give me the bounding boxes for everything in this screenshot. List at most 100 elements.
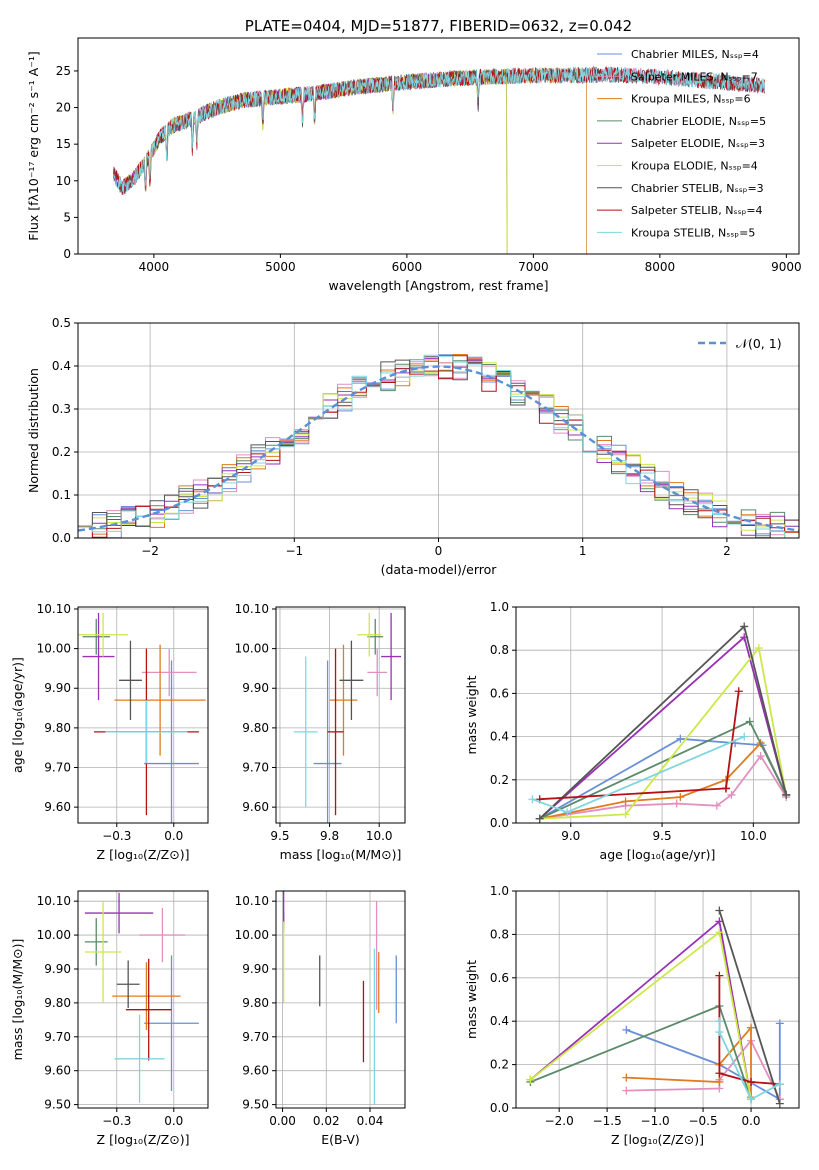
y-axis-label: age [log₁₀(age/yr)]	[10, 657, 25, 773]
x-tick-label: −0.5	[688, 1114, 717, 1128]
error-point-salpeter_stelib	[327, 648, 344, 816]
x-axis-label: age [log₁₀(age/yr)]	[600, 847, 716, 862]
error-point-salpeter_elodie	[84, 892, 154, 934]
error-point-kroupa_miles	[114, 644, 206, 756]
y-tick-label: 0.1	[52, 488, 71, 502]
error-point-kroupa_elodie	[357, 612, 382, 657]
data-point-marker	[756, 752, 765, 761]
x-tick-label: 7000	[518, 260, 549, 274]
data-point-marker	[740, 622, 749, 631]
data-point-marker	[740, 732, 749, 741]
x-tick-label: −2.0	[545, 1114, 574, 1128]
axes-frame	[515, 890, 800, 1109]
chart-residuals: −2 −1 0 1 2 0.0 0.1 0.2 0.3 0.4 0.5 (data-model)/er…	[26, 316, 800, 577]
data-point-marker	[747, 1023, 756, 1032]
y-tick-label: 15	[56, 137, 71, 151]
x-tick-label: −1.0	[641, 1114, 670, 1128]
error-point-chabrier_elodie	[367, 618, 384, 655]
error-point-salpeter_miles	[367, 648, 388, 697]
y-tick-label: 9.80	[242, 996, 269, 1010]
y-tick-label: 0.5	[52, 316, 71, 330]
y-tick-label: 9.60	[44, 800, 71, 814]
x-tick-label: 0.02	[313, 1114, 340, 1128]
x-tick-label: −1.5	[593, 1114, 622, 1128]
x-tick-label: −1	[285, 544, 303, 558]
data-point-marker	[712, 801, 721, 810]
legend-label: Salpeter MILES, Nₛₛₚ=7	[631, 70, 758, 83]
y-tick-label: 0.0	[490, 1101, 509, 1115]
y-tick-label: 25	[56, 64, 71, 78]
x-tick-label: 0.0	[741, 1114, 760, 1128]
data-point-marker	[672, 799, 681, 808]
y-tick-label: 0.3	[52, 402, 71, 416]
chart-mass_vs_Z: −0.3 0.0 9.50 9.60 9.70 9.80 9.90 10.00 10.10 Z […	[10, 890, 209, 1147]
y-tick-label: 9.60	[242, 1064, 269, 1078]
x-tick-label: 8000	[645, 260, 676, 274]
x-tick-label: 10.0	[740, 829, 767, 843]
data-point-marker	[535, 814, 544, 823]
mass-weight-series-kroupa_stelib	[528, 732, 749, 817]
data-point-marker	[528, 795, 537, 804]
y-axis-label: Normed distribution	[26, 368, 41, 493]
x-tick-label: 9.5	[270, 829, 289, 843]
x-tick-label: 2	[723, 544, 731, 558]
y-tick-label: 10.10	[235, 602, 269, 616]
y-tick-label: 9.50	[242, 1098, 269, 1112]
axes-frame	[515, 606, 800, 824]
error-point-chabrier_stelib	[339, 640, 364, 720]
data-point-marker	[526, 1075, 535, 1084]
plot-area	[84, 892, 199, 1103]
y-tick-label: 0.2	[490, 1058, 509, 1072]
data-point-marker	[775, 1019, 784, 1028]
mass-weight-series-kroupa_elodie	[535, 644, 791, 823]
mass-weight-series-chabrier_stelib	[715, 906, 784, 1108]
plot-area	[78, 354, 799, 538]
axes-frame	[275, 606, 406, 824]
histogram-salpeter_stelib	[78, 355, 799, 538]
error-point-kroupa_miles	[329, 644, 358, 756]
y-tick-label: 10.10	[37, 602, 71, 616]
error-point-salpeter_elodie	[381, 612, 402, 701]
error-point-chabrier_stelib	[119, 640, 142, 720]
x-tick-label: −0.3	[102, 829, 131, 843]
x-axis-label: Z [log₁₀(Z/Z⊙)]	[611, 1132, 704, 1147]
x-tick-label: 0.04	[357, 1114, 384, 1128]
x-tick-label: 6000	[392, 260, 423, 274]
legend-label: Chabrier ELODIE, Nₛₛₚ=5	[631, 115, 766, 128]
y-tick-label: 0.0	[52, 531, 71, 545]
plot-area	[113, 65, 765, 254]
y-tick-label: 9.80	[44, 996, 71, 1010]
axes-frame	[77, 890, 209, 1109]
y-tick-label: 0.8	[490, 927, 509, 941]
error-point-chabrier_miles	[313, 660, 342, 823]
legend-label: Chabrier MILES, Nₛₛₚ=4	[631, 48, 759, 61]
y-axis-label: mass weight	[464, 675, 479, 754]
data-point-marker	[754, 644, 763, 653]
series-line	[539, 645, 788, 820]
plot-area	[293, 612, 402, 823]
y-axis-label: mass weight	[464, 960, 479, 1039]
axes-frame	[77, 606, 209, 824]
data-point-marker	[622, 1025, 631, 1034]
error-point-salpeter_elodie	[82, 612, 115, 701]
data-point-marker	[715, 906, 724, 915]
y-tick-label: 9.70	[242, 1030, 269, 1044]
y-tick-label: 9.90	[44, 681, 71, 695]
x-axis-label: E(B-V)	[321, 1132, 360, 1147]
legend: 𝒩(0, 1)	[698, 336, 782, 351]
data-point-marker	[622, 1073, 631, 1082]
data-point-marker	[727, 790, 736, 799]
x-tick-label: 9000	[771, 260, 802, 274]
error-point-chabrier_miles	[144, 955, 199, 1092]
data-point-marker	[715, 1017, 724, 1026]
y-tick-label: 0.6	[490, 686, 509, 700]
x-tick-label: 5000	[265, 260, 296, 274]
y-tick-label: 9.90	[44, 962, 71, 976]
data-point-marker	[715, 1069, 724, 1078]
series-line	[529, 919, 752, 1100]
axes-frame	[77, 37, 800, 255]
x-tick-label: 0	[435, 544, 443, 558]
legend-label: Salpeter STELIB, Nₛₛₚ=4	[631, 204, 763, 217]
chart-age_vs_Z: −0.3 0.0 9.60 9.70 9.80 9.90 10.00 10.10 Z [log₁…	[10, 602, 209, 862]
